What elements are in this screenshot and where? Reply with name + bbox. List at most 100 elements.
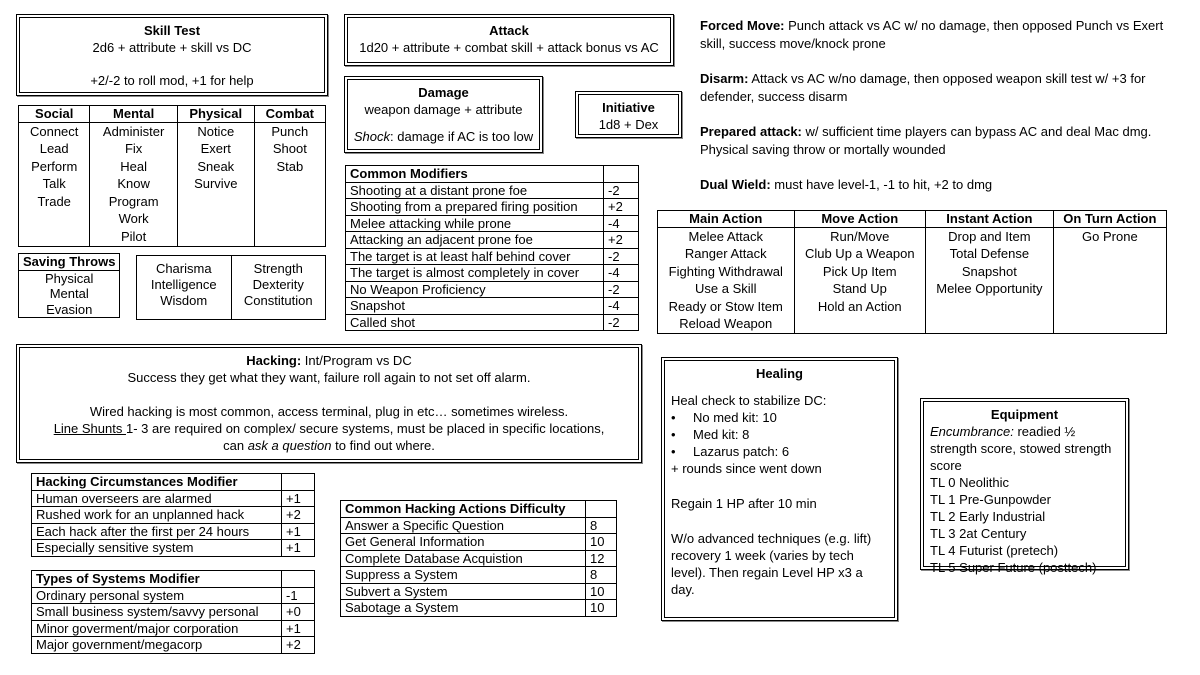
initiative-title: Initiative (602, 100, 655, 115)
row-label: Snapshot (345, 297, 604, 315)
initiative-box: Initiative 1d8 + Dex (575, 91, 682, 138)
table-cell: Punch Shoot Stab (253, 122, 327, 247)
row-value: -4 (603, 297, 639, 315)
attack-formula: 1d20 + attribute + combat skill + attack… (359, 40, 659, 55)
column-header: Physical (176, 105, 255, 123)
tech-level: TL 2 Early Industrial (930, 509, 1046, 524)
list-item: Shoot (272, 141, 307, 157)
table-row: Ordinary personal system -1 (31, 586, 315, 604)
equipment-box: Equipment Encumbrance: readied ½ strengt… (920, 398, 1129, 575)
note-label: Forced Move: (700, 18, 785, 33)
encumbrance-rule: Encumbrance: readied ½ strength score, s… (930, 423, 1119, 474)
table-cell: Physical Mental Evasion (17, 269, 121, 318)
shock-text: : damage if AC is too low (390, 129, 534, 144)
healing-rounds: + rounds since went down (671, 461, 822, 476)
saving-throws-title: Saving Throws (17, 253, 121, 271)
row-label: Each hack after the first per 24 hours (31, 522, 282, 540)
skill-test-formula: 2d6 + attribute + skill vs DC (92, 40, 252, 55)
attack-box: Attack 1d20 + attribute + combat skill +… (344, 14, 674, 66)
attribute: Strength (253, 261, 303, 276)
list-item: Use a Skill (695, 281, 757, 297)
list-item: Melee Attack (688, 228, 763, 244)
tech-level: TL 4 Futurist (pretech) (930, 543, 1059, 558)
list-item: Run/Move (830, 228, 890, 244)
row-label: Major government/megacorp (31, 636, 282, 654)
attributes-column: Charisma Intelligence Wisdom (137, 256, 231, 319)
row-label: No Weapon Proficiency (345, 280, 604, 298)
tech-level: TL 3 2at Century (930, 526, 1027, 541)
skill-test-box: Skill Test 2d6 + attribute + skill vs DC… (16, 14, 328, 96)
value-header (281, 473, 315, 491)
attack-title: Attack (489, 23, 529, 38)
row-label: Sabotage a System (340, 599, 586, 617)
damage-box: Damage weapon damage + attribute Shock: … (344, 76, 543, 153)
list-item: Club Up a Weapon (804, 246, 915, 262)
list-item: Administer (102, 123, 165, 139)
row-label: Human overseers are alarmed (31, 489, 282, 507)
column-header: On Turn Action (1052, 210, 1168, 228)
table-cell: Go Prone (1052, 227, 1168, 335)
column-header: Move Action (793, 210, 927, 228)
row-label: Subvert a System (340, 582, 586, 600)
note-text: Attack vs AC w/no damage, then opposed w… (700, 71, 1146, 104)
hacking-line: Success they get what they want, failure… (127, 370, 531, 385)
row-label: Rushed work for an unplanned hack (31, 506, 282, 524)
list-item: Talk (42, 176, 66, 192)
table-row: Human overseers are alarmed +1 (31, 489, 315, 507)
skill-test-title: Skill Test (143, 23, 201, 38)
table-row: Connect Lead Perform Talk Trade Administer Fix… (17, 122, 327, 247)
row-value: -2 (603, 280, 639, 298)
table-title: Types of Systems Modifier (31, 570, 282, 588)
saving-throw: Evasion (46, 301, 93, 317)
note-prepared-attack: Prepared attack: w/ sufficient time play… (700, 123, 1170, 158)
table-cell: Melee Attack Ranger Attack Fighting Withdr… (657, 227, 795, 335)
row-label: Answer a Specific Question (340, 516, 586, 534)
header-row: Types of Systems Modifier (31, 570, 315, 588)
table-row: Suppress a System 8 (340, 566, 617, 584)
table-row: The target is almost completely in cover… (345, 264, 639, 282)
list-item: Hold an Action (817, 298, 902, 314)
header-row: Social Mental Physical Combat (17, 105, 327, 123)
tech-levels: TL 0 Neolithic TL 1 Pre-Gunpowder TL 2 Ear… (930, 474, 1119, 576)
table-row: Complete Database Acquistion 12 (340, 549, 617, 567)
system-types-table: Types of Systems Modifier Ordinary person… (31, 570, 315, 654)
list-item: Sneak (197, 158, 235, 174)
value-header (281, 570, 315, 588)
note-label: Prepared attack: (700, 124, 802, 139)
column-header: Social (17, 105, 91, 123)
table-row: Sabotage a System 10 (340, 599, 617, 617)
row-value: +2 (603, 198, 639, 216)
row-value: 10 (585, 582, 617, 600)
list-item: Ready or Stow Item (668, 298, 783, 314)
row-label: Ordinary personal system (31, 586, 282, 604)
hacking-line: can ask a question to find out where. (20, 437, 638, 454)
value-header (585, 500, 617, 518)
table-row: No Weapon Proficiency -2 (345, 280, 639, 298)
list-item: Know (117, 176, 150, 192)
line-shunts-label: Line Shunts (53, 421, 126, 436)
row-value: 10 (585, 599, 617, 617)
encumbrance-label: Encumbrance: (930, 424, 1014, 439)
row-value: -4 (603, 264, 639, 282)
table-row: Called shot -2 (345, 313, 639, 331)
row-label: Melee attacking while prone (345, 214, 604, 232)
row-value: +2 (603, 231, 639, 249)
row-value: +1 (281, 489, 315, 507)
header-row: Main Action Move Action Instant Action On T… (657, 210, 1168, 228)
list-item: Reload Weapon (679, 316, 773, 332)
table-cell: Run/Move Club Up a Weapon Pick Up Item Stan… (793, 227, 927, 335)
shock-label: Shock (353, 129, 391, 144)
actions-table: Main Action Move Action Instant Action On T… (657, 210, 1168, 335)
table-cell: Drop and Item Total Defense Snapshot Melee … (925, 227, 1054, 335)
row-value: 8 (585, 566, 617, 584)
table-row: The target is at least half behind cover… (345, 247, 639, 265)
hacking-line: Line Shunts 1- 3 are required on complex… (20, 420, 638, 437)
list-item: Heal (120, 158, 147, 174)
list-item: Connect (29, 123, 79, 139)
tech-level: TL 5 Super Future (posttech) (930, 560, 1097, 575)
healing-recovery: W/o advanced techniques (e.g. lift) reco… (671, 531, 872, 597)
table-row: Small business system/savvy personal +0 (31, 603, 315, 621)
damage-title: Damage (418, 85, 469, 100)
list-item: Total Defense (949, 246, 1030, 262)
table-row: Melee Attack Ranger Attack Fighting Withdr… (657, 227, 1168, 335)
